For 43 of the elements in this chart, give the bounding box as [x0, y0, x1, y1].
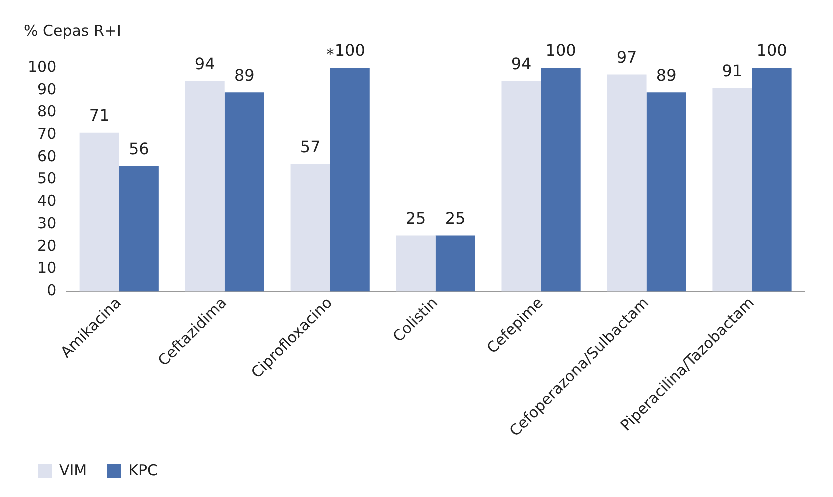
bar	[436, 236, 476, 292]
y-tick-label: 20	[38, 236, 57, 255]
y-tick-label: 0	[47, 282, 57, 300]
bar	[646, 92, 686, 292]
y-tick-label: 30	[38, 214, 57, 232]
y-tick-label: 60	[38, 147, 57, 166]
y-tick-label: 10	[38, 259, 57, 278]
bar	[290, 164, 330, 292]
bar	[712, 88, 752, 292]
data-label: 71	[89, 106, 110, 126]
data-label: 100	[546, 41, 576, 60]
data-label: 94	[511, 54, 532, 74]
legend-label: KPC	[128, 461, 158, 480]
data-label: 25	[406, 208, 426, 228]
bar	[185, 81, 225, 292]
bar	[224, 92, 264, 292]
data-label: 56	[128, 140, 150, 159]
data-label: 89	[656, 66, 677, 85]
data-label: 57	[300, 137, 321, 156]
y-tick-label: 100	[28, 58, 57, 76]
annotation: *	[326, 45, 334, 64]
y-tick-label: 40	[38, 192, 57, 210]
data-label: 94	[194, 54, 216, 74]
data-label: 91	[722, 61, 743, 80]
y-tick-label: 80	[38, 102, 57, 121]
data-label: 89	[234, 66, 255, 85]
y-tick-label: 70	[38, 125, 57, 143]
legend-label: VIM	[60, 461, 88, 480]
bar	[502, 81, 542, 292]
data-label: 25	[445, 208, 466, 228]
bar	[80, 132, 120, 292]
bar	[607, 74, 647, 292]
y-tick-label: 90	[38, 80, 57, 98]
y-tick-label: 50	[38, 170, 57, 188]
bar	[541, 68, 581, 292]
bar	[752, 68, 792, 292]
bar	[330, 68, 370, 292]
bar	[119, 166, 159, 292]
data-label: 100	[756, 41, 788, 60]
bar	[396, 236, 436, 292]
data-label: 100	[334, 41, 366, 60]
data-label: 97	[616, 48, 638, 67]
y-axis-title: % Cepas R+I	[24, 22, 122, 40]
